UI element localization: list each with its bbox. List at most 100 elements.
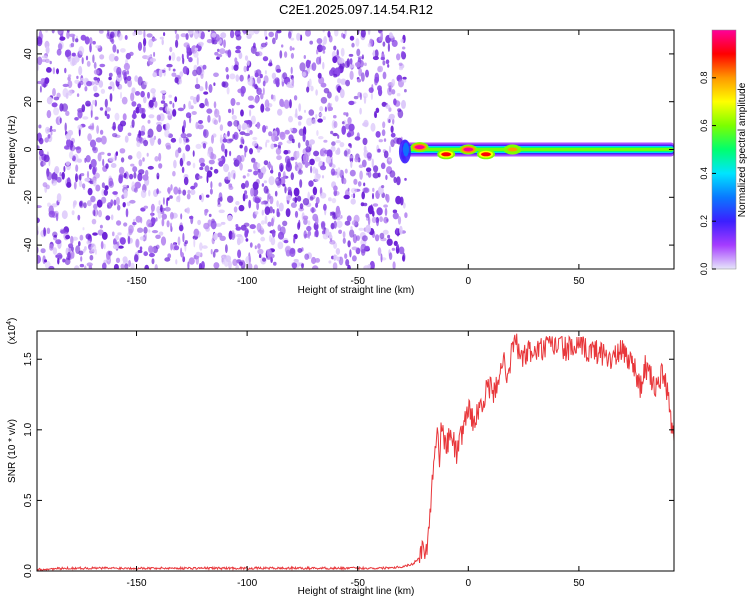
noise-speckle [380, 162, 386, 170]
noise-speckle [112, 133, 118, 138]
noise-speckle [350, 226, 353, 230]
noise-speckle [38, 137, 44, 145]
noise-speckle [227, 49, 232, 58]
spectrogram-plot-area [37, 30, 674, 269]
noise-speckle [99, 107, 104, 111]
noise-speckle [279, 226, 286, 236]
noise-speckle [392, 212, 399, 220]
noise-speckle [56, 176, 62, 183]
noise-speckle [367, 216, 371, 226]
noise-speckle [115, 234, 119, 241]
noise-speckle [68, 151, 74, 159]
noise-speckle [283, 99, 290, 109]
noise-speckle [143, 96, 147, 104]
noise-speckle [393, 176, 397, 184]
noise-speckle [321, 230, 326, 235]
noise-speckle [353, 95, 359, 100]
noise-speckle [213, 82, 216, 86]
noise-speckle [143, 251, 148, 257]
noise-speckle [254, 72, 259, 78]
noise-speckle [92, 146, 98, 154]
noise-speckle [182, 232, 185, 243]
noise-speckle [155, 217, 158, 222]
noise-speckle [73, 181, 77, 190]
noise-speckle [213, 72, 219, 78]
noise-speckle [89, 43, 92, 53]
noise-speckle [148, 189, 151, 197]
noise-speckle [109, 93, 113, 102]
noise-speckle [382, 229, 389, 235]
noise-speckle [167, 197, 170, 201]
noise-speckle [198, 263, 202, 269]
noise-speckle [49, 60, 52, 65]
noise-speckle [162, 124, 166, 130]
noise-speckle [217, 48, 220, 53]
snr-y-multiplier-close: ) [7, 318, 18, 321]
noise-speckle [148, 229, 151, 233]
noise-speckle [330, 238, 333, 243]
noise-speckle [352, 193, 356, 199]
noise-speckle [63, 165, 66, 173]
noise-speckle [346, 215, 352, 222]
noise-speckle [208, 84, 213, 93]
noise-speckle [319, 192, 327, 199]
noise-speckle [240, 85, 246, 94]
noise-speckle [374, 234, 380, 242]
noise-speckle [327, 91, 332, 99]
noise-speckle [43, 227, 46, 237]
noise-speckle [81, 183, 86, 189]
noise-speckles [37, 30, 408, 269]
noise-speckle [186, 161, 191, 166]
noise-speckle [93, 180, 97, 187]
noise-speckle [336, 220, 343, 228]
noise-speckle [229, 73, 236, 80]
noise-speckle [136, 135, 143, 144]
noise-speckle [92, 54, 95, 63]
noise-speckle [191, 111, 197, 115]
noise-speckle [377, 65, 384, 73]
noise-speckle [262, 80, 266, 87]
noise-speckle [56, 193, 62, 203]
noise-speckle [272, 209, 275, 214]
noise-speckle [249, 148, 253, 155]
noise-speckle [350, 160, 353, 169]
noise-speckle [288, 31, 292, 39]
noise-speckle [151, 258, 155, 265]
noise-speckle [86, 262, 93, 267]
noise-speckle [118, 166, 125, 175]
noise-speckle [235, 226, 242, 231]
noise-speckle [198, 30, 202, 34]
noise-speckle [127, 235, 131, 245]
noise-speckle [297, 115, 303, 121]
noise-speckle [92, 100, 96, 105]
noise-speckle [170, 222, 172, 230]
noise-speckle [143, 30, 146, 39]
noise-speckle [183, 103, 186, 110]
noise-speckle [46, 171, 53, 181]
noise-speckle [67, 74, 72, 78]
noise-speckle [113, 199, 117, 206]
noise-speckle [57, 43, 63, 51]
noise-speckle [119, 148, 126, 154]
noise-speckle [243, 30, 246, 35]
noise-speckle [151, 230, 159, 234]
noise-speckle [239, 144, 243, 149]
noise-speckle [367, 30, 371, 36]
y-tick-label: -40 [23, 237, 34, 252]
noise-speckle [128, 260, 131, 267]
noise-speckle [199, 194, 202, 201]
noise-speckle [132, 31, 137, 36]
noise-speckle [70, 250, 75, 259]
noise-speckle [260, 42, 267, 48]
noise-speckle [337, 134, 340, 139]
noise-speckle [235, 224, 239, 228]
noise-speckle [397, 216, 402, 225]
noise-speckle [124, 263, 129, 269]
noise-speckle [123, 189, 128, 199]
noise-speckle [293, 237, 296, 244]
noise-speckle [348, 53, 354, 57]
noise-speckle [206, 39, 213, 44]
noise-speckle [387, 42, 390, 53]
noise-speckle [131, 101, 137, 107]
noise-speckle [108, 86, 113, 90]
